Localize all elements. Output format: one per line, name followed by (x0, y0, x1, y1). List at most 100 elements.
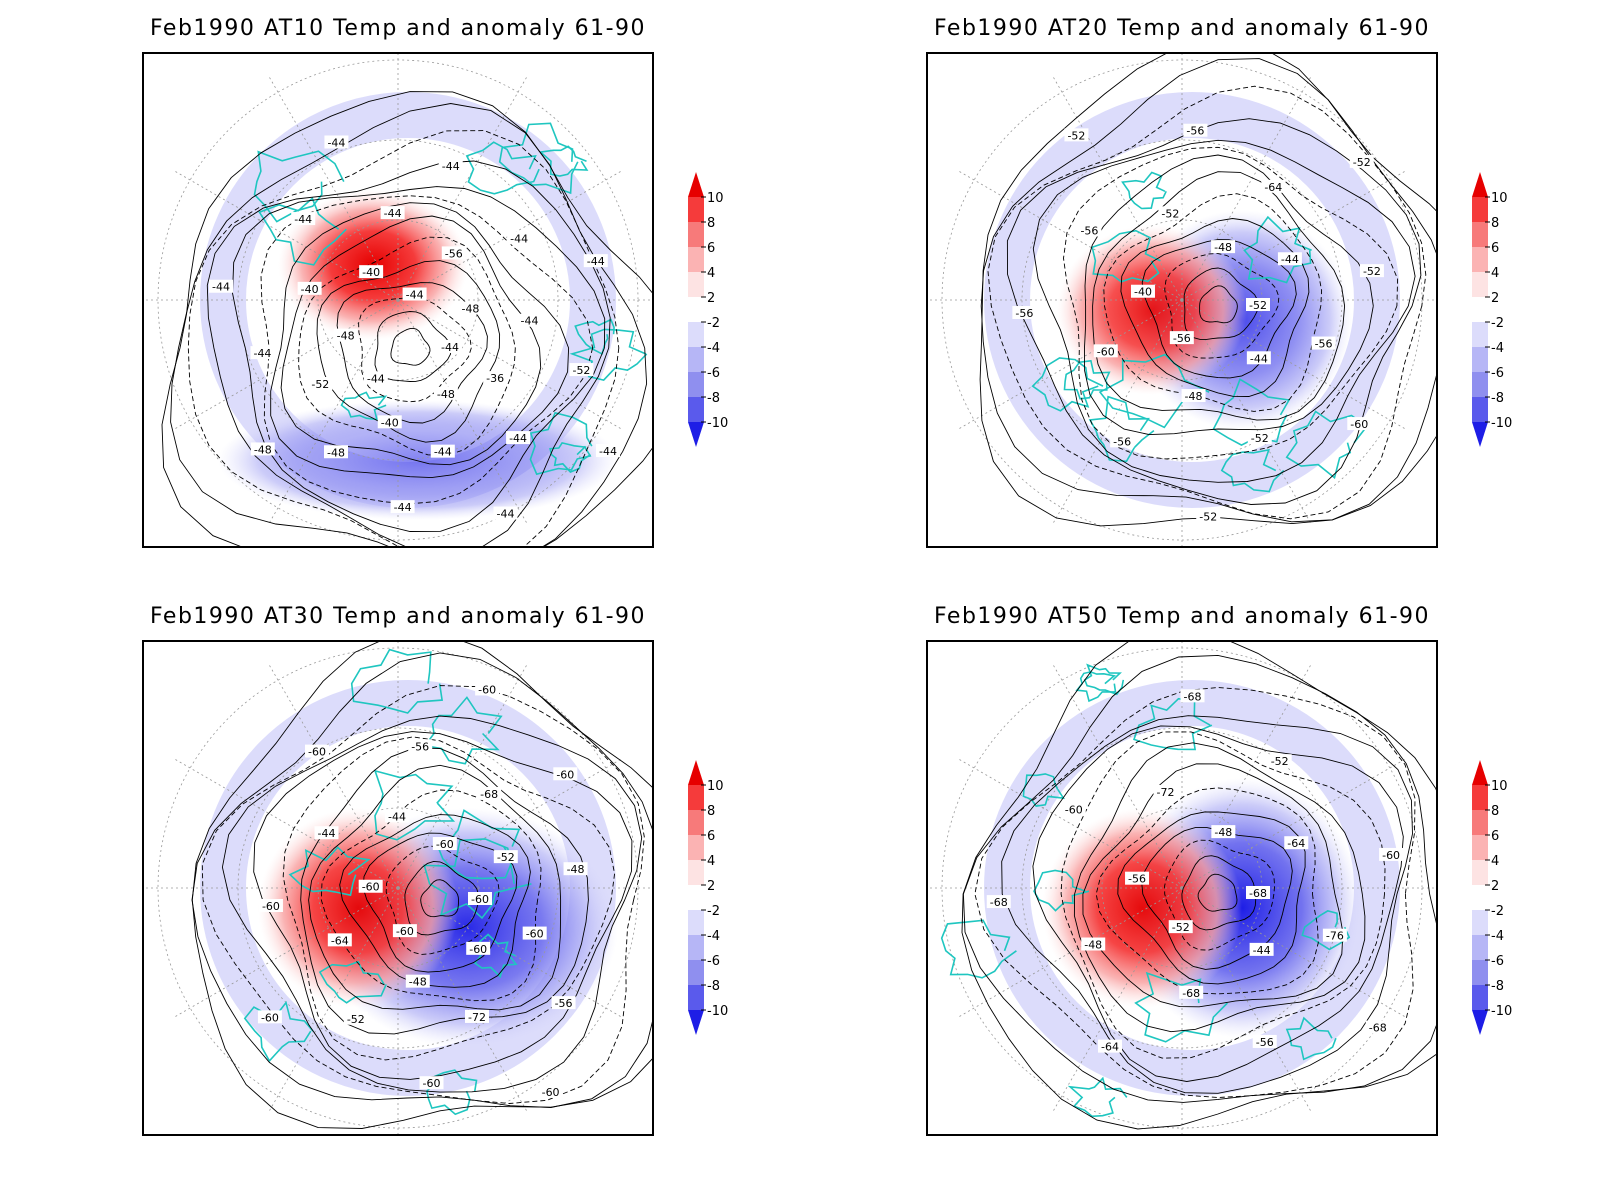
contour-label: -52 (1199, 511, 1217, 524)
coastline (340, 391, 388, 421)
temperature-contour (974, 687, 1416, 1098)
contour-label: -44 (384, 207, 402, 220)
contour-label-bg (419, 1076, 444, 1090)
polar-map-frame: -44 -44 -44 -48 -48 -48 -40 -40 -36 -52 -56 -44 -40 -… (142, 52, 654, 548)
contour-label-bg (1365, 1020, 1390, 1034)
temperature-contour (282, 736, 616, 1061)
colorbar-label: 8 (707, 804, 715, 819)
colorbar: 10 8 6 4 2 -2 -4 -6 -8 -10 (1472, 760, 1532, 1044)
colorbar-segment (688, 197, 704, 222)
coastline (258, 197, 347, 266)
contour-label-bg (438, 158, 463, 172)
meridian-line (956, 887, 1183, 1019)
contour-label: -44 (441, 341, 459, 354)
temperature-contour (404, 860, 479, 936)
contour-label: -76 (1326, 930, 1344, 943)
contour-label: -60 (1097, 345, 1115, 358)
coastline (569, 328, 648, 381)
temperature-contour (1084, 154, 1374, 436)
colorbar-label: -6 (707, 366, 720, 381)
contour-label: -52 (1161, 207, 1179, 220)
contour-label-bg (538, 1084, 563, 1098)
temperature-contour (961, 642, 1436, 1130)
colorbar-label: 10 (1491, 779, 1508, 794)
colorbar-segment (1472, 960, 1488, 985)
contour-label-bg (1183, 123, 1208, 137)
contour-label: -48 (567, 863, 585, 876)
temperature-contour (339, 814, 531, 988)
contour-label-bg (522, 926, 547, 940)
contour-label-bg (506, 431, 531, 445)
temperature-contour (374, 311, 452, 382)
colorbar-segment (1472, 810, 1488, 835)
colorbar-segment (688, 247, 704, 272)
colorbar-arrow-top (1472, 760, 1488, 785)
colorbar-label: 4 (1491, 854, 1499, 869)
contour-label-bg (1125, 871, 1150, 885)
contour-label: -52 (1251, 432, 1269, 445)
temperature-contour (1117, 811, 1306, 985)
contour-label: -52 (1353, 156, 1371, 169)
colorbar-label: 10 (707, 779, 724, 794)
contour-label-bg (563, 862, 588, 876)
contour-label: -68 (990, 896, 1008, 909)
coastline (1220, 448, 1285, 493)
contour-label: -44 (587, 255, 605, 268)
temperature-contour (1073, 742, 1366, 1033)
contour-label: -60 (471, 893, 489, 906)
temperature-contour (390, 327, 431, 366)
contour-label: -60 (436, 838, 454, 851)
temperature-contour (298, 236, 516, 457)
meridian-line (956, 299, 1183, 431)
contour-label: -40 (381, 416, 399, 429)
colorbar-segment (688, 885, 704, 910)
contour-label: -56 (1128, 873, 1146, 886)
temperature-contour (1183, 267, 1259, 340)
colorbar-label: 6 (1491, 829, 1499, 844)
contour-label-bg (1267, 754, 1292, 768)
meridian-line (397, 74, 529, 301)
colorbar-segment (1472, 885, 1488, 910)
coastline (940, 919, 1017, 979)
contour-label-bg (1077, 223, 1102, 237)
temperature-contour (1092, 171, 1346, 421)
colorbar-arrow-bottom (1472, 1010, 1488, 1035)
contour-label: -48 (254, 443, 272, 456)
contour-label-bg (333, 328, 358, 342)
colorbar-segment (688, 985, 704, 1010)
contour-label: -44 (442, 160, 460, 173)
contour-label: -60 (1382, 849, 1400, 862)
contour-label-bg (1211, 825, 1236, 839)
colorbar-label: 8 (1491, 216, 1499, 231)
meridian-line (397, 887, 529, 1114)
coastline (529, 411, 593, 476)
contour-label-bg (1261, 179, 1286, 193)
contour-label: -40 (301, 283, 319, 296)
contour-label-bg (1169, 331, 1194, 345)
contour-label-bg (551, 996, 576, 1010)
contour-label-bg (1246, 298, 1270, 311)
temperature-contour (187, 130, 620, 546)
meridian-line (1051, 74, 1183, 301)
contour-label-bg (1180, 689, 1205, 703)
meridian-line (1051, 662, 1183, 889)
meridian-line (172, 887, 399, 1019)
polar-map: -60 -60 -60 -60 -60 -52 -48 -44 -60 -64 -68 -72 -44 -… (144, 642, 652, 1134)
colorbar-arrow-bottom (688, 422, 704, 447)
contour-label-bg (377, 415, 402, 429)
contour-label: -52 (1363, 265, 1381, 278)
colorbar-arrow-bottom (1472, 422, 1488, 447)
colorbar-label: -10 (707, 416, 728, 431)
contour-label: -56 (411, 740, 429, 753)
contour-label: -44 (509, 432, 527, 445)
contour-label-bg (1211, 240, 1236, 254)
contour-label: -44 (510, 232, 528, 245)
contour-label: -56 (445, 247, 463, 260)
colorbar: 10 8 6 4 2 -2 -4 -6 -8 -10 (688, 760, 748, 1044)
temperature-contour (1095, 787, 1319, 995)
contour-label: -44 (1253, 944, 1271, 957)
contour-label: -48 (1214, 241, 1232, 254)
colorbar-segment (688, 860, 704, 885)
contour-label-bg (468, 892, 492, 905)
meridian-line (172, 757, 399, 889)
